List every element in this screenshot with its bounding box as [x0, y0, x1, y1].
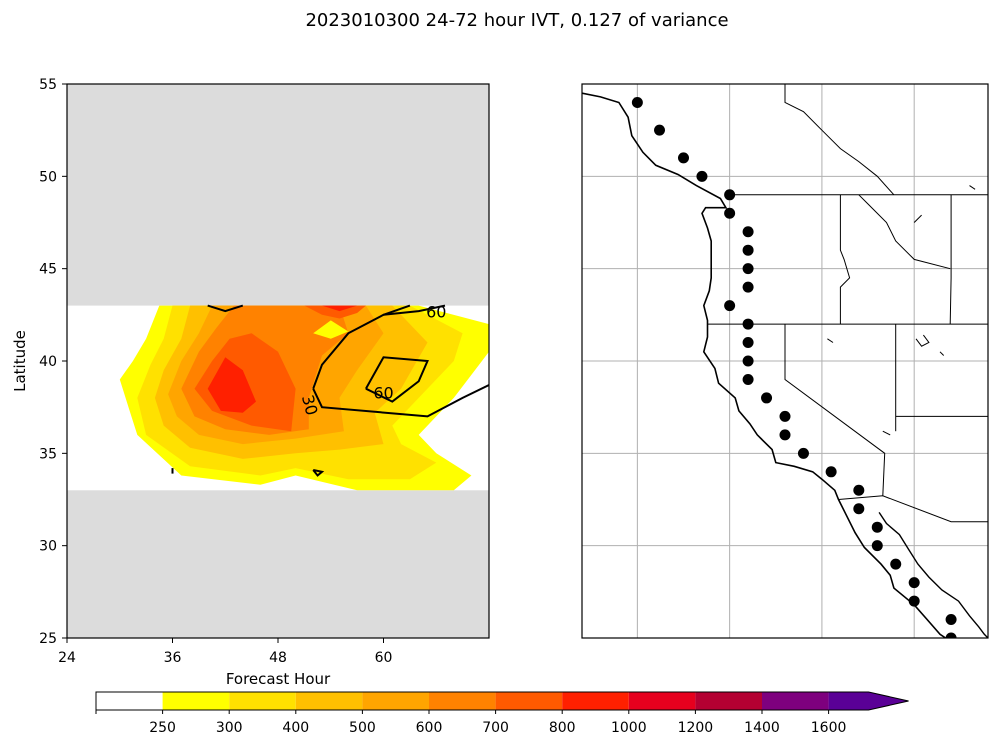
colorbar-tick-label: 400 — [282, 720, 309, 736]
y-tick-label: 25 — [39, 631, 57, 647]
colorbar-tick-label: 300 — [216, 720, 243, 736]
station-point — [724, 300, 736, 312]
contour-line — [365, 356, 429, 403]
colorbar-segment — [628, 692, 696, 710]
border-line — [784, 324, 886, 496]
y-tick-label: 55 — [39, 77, 57, 93]
station-point — [742, 226, 754, 238]
x-tick-label: 36 — [164, 650, 182, 666]
station-point — [678, 152, 689, 164]
station-point — [871, 540, 883, 552]
y-axis-label: Latitude — [11, 330, 29, 392]
station-point — [853, 503, 865, 515]
ivt-fill-700 — [304, 305, 366, 319]
x-axis-label: Forecast Hour — [226, 670, 331, 688]
contour-label: 30 — [298, 393, 322, 418]
contour-line — [207, 304, 244, 313]
station-point — [908, 595, 920, 607]
station-point — [742, 244, 754, 256]
colorbar-extend-arrow — [828, 692, 909, 710]
border-line — [949, 194, 952, 325]
lake-outline — [915, 334, 930, 347]
x-tick-label: 60 — [375, 650, 393, 666]
colorbar-segment — [429, 692, 496, 710]
colorbar-tick-label: 800 — [549, 720, 576, 736]
colorbar-segment — [762, 692, 829, 710]
border-line — [839, 194, 851, 325]
station-point — [742, 337, 754, 349]
colorbar-segment — [162, 692, 230, 710]
station-point — [631, 96, 643, 108]
station-point — [945, 614, 957, 626]
colorbar-segment — [495, 692, 563, 710]
colorbar-tick-label: 700 — [482, 720, 509, 736]
station-point — [908, 577, 920, 589]
colorbar-segment — [695, 692, 762, 710]
colorbar-segment — [295, 692, 363, 710]
station-point — [724, 189, 736, 201]
station-point — [742, 281, 754, 293]
colorbar-tick-label: 600 — [416, 720, 443, 736]
contour-line — [383, 304, 446, 316]
ivt-fill-800 — [207, 357, 256, 413]
lake-outline — [827, 338, 834, 343]
colorbar-segment — [229, 692, 296, 710]
station-point — [825, 466, 837, 478]
colorbar-segment — [562, 692, 629, 710]
x-tick-label: 24 — [58, 650, 76, 666]
map-axes-frame — [581, 83, 989, 639]
y-tick-label: 40 — [39, 354, 57, 370]
contour-label: 60 — [373, 384, 393, 403]
station-point — [945, 632, 957, 638]
x-tick-label: 48 — [269, 650, 287, 666]
colorbar-tick-label: 250 — [149, 720, 176, 736]
lake-outline — [882, 430, 891, 436]
colorbar-tick-label: 1000 — [611, 720, 647, 736]
station-point — [853, 484, 865, 496]
map-panel — [581, 83, 989, 639]
station-point — [779, 410, 791, 422]
colorbar-tick-label: 1600 — [811, 720, 847, 736]
colorbar: 250 300 400 500 600 700 800 1000 1200 1400 1600 — [95, 691, 909, 736]
contour-label: 60 — [426, 302, 446, 321]
colorbar-tick-label: 500 — [349, 720, 376, 736]
station-point — [779, 429, 791, 441]
station-point — [742, 318, 754, 330]
lake-outline — [939, 351, 945, 356]
contour-line — [312, 384, 489, 418]
contour-line — [312, 469, 325, 477]
coastline — [582, 92, 947, 638]
lake-outline — [969, 185, 976, 190]
ivt-fill-800 — [322, 305, 358, 312]
station-point — [696, 170, 708, 182]
station-point — [871, 521, 883, 533]
colorbar-tick-label: 1200 — [678, 720, 714, 736]
y-tick-label: 30 — [39, 539, 57, 555]
station-point — [742, 373, 754, 385]
colorbar-outline — [95, 691, 909, 711]
station-point — [742, 263, 754, 275]
ivt-fill-250 — [313, 320, 349, 339]
lake-outline — [913, 214, 922, 223]
y-tick-label: 35 — [39, 446, 57, 462]
colorbar-segment — [96, 692, 163, 710]
border-line — [838, 495, 988, 523]
station-point — [761, 392, 773, 404]
station-point — [654, 124, 666, 136]
contour-line — [312, 304, 411, 390]
border-line — [858, 194, 951, 270]
colorbar-segment — [362, 692, 429, 710]
gulf-coastline — [878, 512, 988, 638]
y-tick-label: 50 — [39, 169, 57, 185]
colorbar-tick-label: 1400 — [744, 720, 780, 736]
figure-title: 2023010300 24-72 hour IVT, 0.127 of vari… — [305, 10, 728, 31]
station-point — [724, 207, 736, 219]
ivt-heatmap-panel: 30 60 60 24 36 48 60 25 30 35 40 45 50 55 Forecast … — [11, 77, 490, 688]
border-line — [784, 84, 895, 196]
station-point — [890, 558, 902, 570]
station-point — [742, 355, 754, 367]
y-tick-label: 45 — [39, 262, 57, 278]
station-point — [797, 447, 809, 459]
